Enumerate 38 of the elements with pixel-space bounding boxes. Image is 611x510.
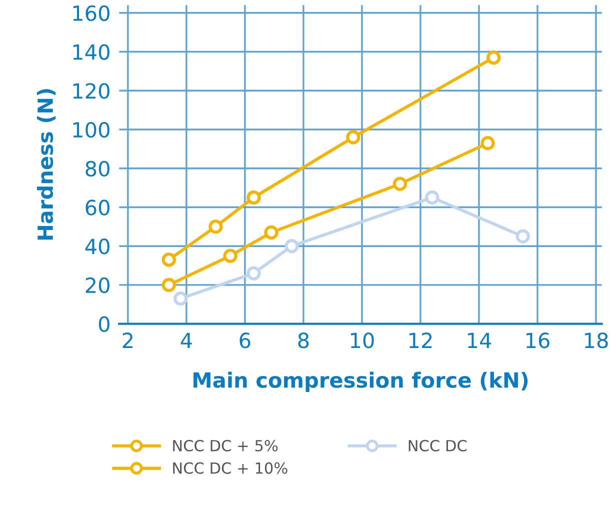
x-tick-label: 12 (409, 332, 432, 348)
y-tick-label: 140 (73, 44, 110, 60)
point (264, 225, 278, 240)
point (223, 248, 238, 263)
x-tick-label: 4 (180, 332, 192, 348)
point (392, 176, 408, 191)
point (486, 50, 501, 65)
point (208, 220, 223, 234)
y-tick-label: 160 (73, 5, 110, 22)
point (246, 190, 261, 205)
point (173, 292, 188, 306)
x-tick-label: 14 (468, 332, 492, 348)
x-tick-label: 8 (298, 332, 309, 348)
point (246, 266, 261, 280)
x-tick-label: 16 (526, 332, 550, 348)
y-tick-label: 0 (98, 316, 110, 332)
x-tick-label: 2 (122, 332, 132, 348)
legend-label: NCC DC + 10% (173, 462, 288, 474)
y-tick-label: 20 (86, 277, 110, 294)
y-axis-title: Hardness (N) (36, 89, 56, 240)
point (162, 252, 176, 267)
point (162, 278, 176, 292)
x-tick-label: 10 (350, 332, 374, 348)
point (284, 239, 299, 254)
y-tick-label: 100 (73, 122, 110, 138)
x-tick-label: 18 (585, 332, 608, 348)
legend-label: NCC DC (408, 440, 467, 452)
y-tick-label: 60 (86, 200, 110, 216)
y-tick-label: 120 (73, 83, 110, 99)
point (480, 136, 495, 150)
legend-label: NCC DC + 5% (173, 440, 278, 452)
y-tick-label: 80 (86, 160, 110, 177)
point (346, 130, 360, 144)
y-tick-label: 40 (85, 238, 110, 254)
x-tick-label: 6 (240, 332, 250, 348)
x-axis-title: Main compression force (kN) (194, 372, 528, 392)
point (425, 190, 440, 205)
point (516, 229, 530, 244)
